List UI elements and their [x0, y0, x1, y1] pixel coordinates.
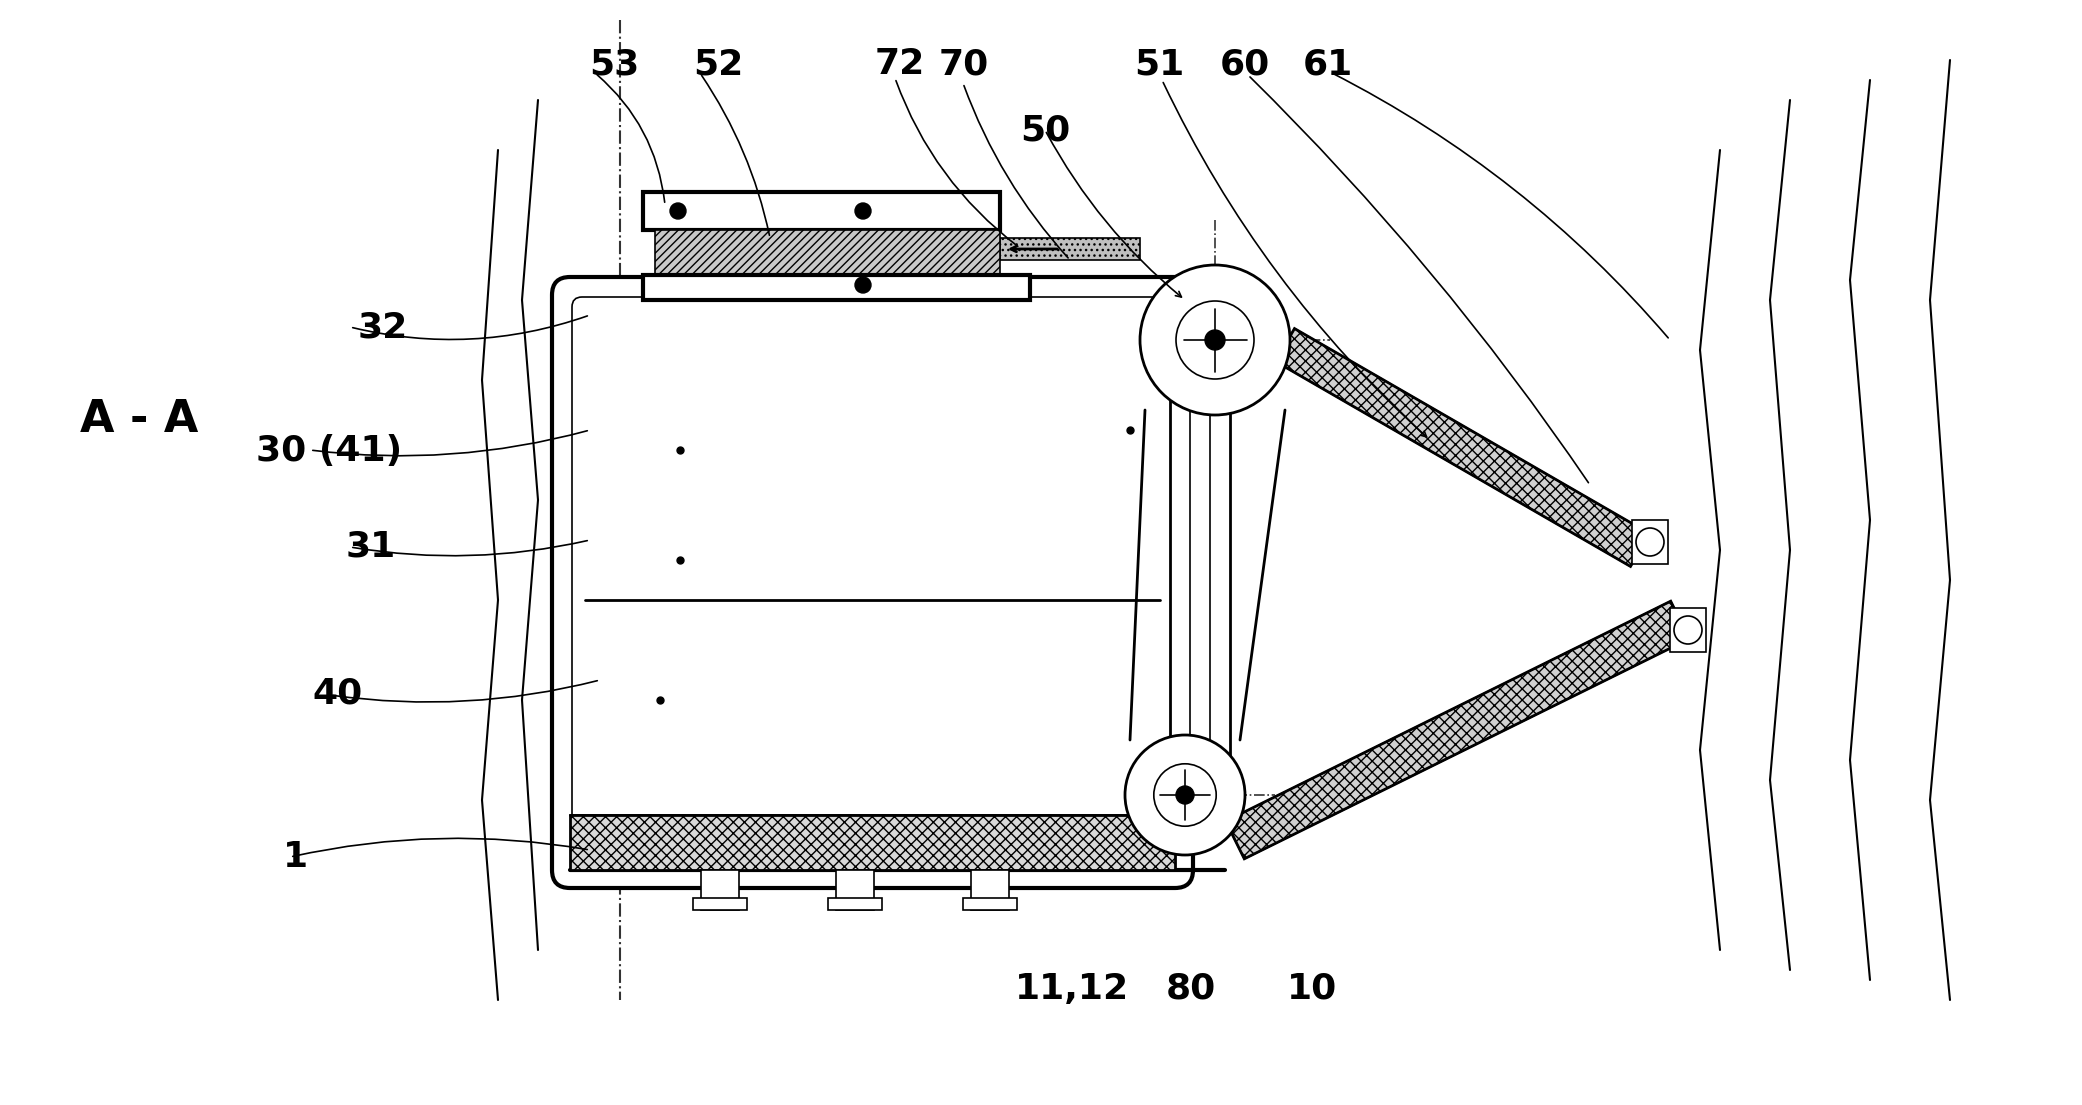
Text: 51: 51: [1135, 48, 1185, 81]
Text: 52: 52: [693, 48, 743, 81]
Circle shape: [856, 277, 870, 293]
Text: 80: 80: [1166, 972, 1216, 1006]
Bar: [693, 898, 747, 911]
Bar: [999, 238, 1141, 260]
Text: 10: 10: [1287, 972, 1337, 1006]
Circle shape: [1674, 615, 1701, 644]
Bar: [970, 870, 1010, 911]
Bar: [656, 230, 999, 275]
Circle shape: [1141, 265, 1291, 415]
Circle shape: [1176, 301, 1253, 379]
Bar: [570, 815, 1174, 870]
Bar: [837, 870, 874, 911]
Circle shape: [1124, 735, 1245, 855]
Text: 30 (41): 30 (41): [256, 434, 402, 467]
Text: 72: 72: [874, 48, 924, 81]
Text: 31: 31: [346, 530, 396, 564]
FancyBboxPatch shape: [552, 277, 1193, 888]
Text: 61: 61: [1303, 48, 1353, 81]
Bar: [702, 870, 739, 911]
Text: A - A: A - A: [81, 399, 198, 441]
Text: 50: 50: [1020, 114, 1070, 147]
Circle shape: [670, 203, 685, 219]
Polygon shape: [1226, 601, 1689, 859]
Bar: [964, 898, 1016, 911]
Circle shape: [1153, 764, 1216, 827]
Bar: [829, 898, 883, 911]
Bar: [1170, 350, 1230, 806]
Circle shape: [1636, 528, 1664, 556]
Circle shape: [1205, 330, 1224, 350]
Polygon shape: [1276, 328, 1649, 567]
Bar: [643, 275, 1031, 299]
Bar: [1670, 608, 1705, 652]
Text: 53: 53: [589, 48, 639, 81]
Bar: [1632, 520, 1668, 564]
Text: 11,12: 11,12: [1016, 972, 1128, 1006]
Circle shape: [856, 203, 870, 219]
Text: 70: 70: [939, 48, 989, 81]
Bar: [643, 192, 999, 230]
Text: 40: 40: [312, 677, 362, 711]
Text: 32: 32: [358, 311, 408, 344]
Text: 60: 60: [1220, 48, 1270, 81]
Circle shape: [1176, 786, 1193, 804]
Text: 1: 1: [283, 841, 308, 874]
